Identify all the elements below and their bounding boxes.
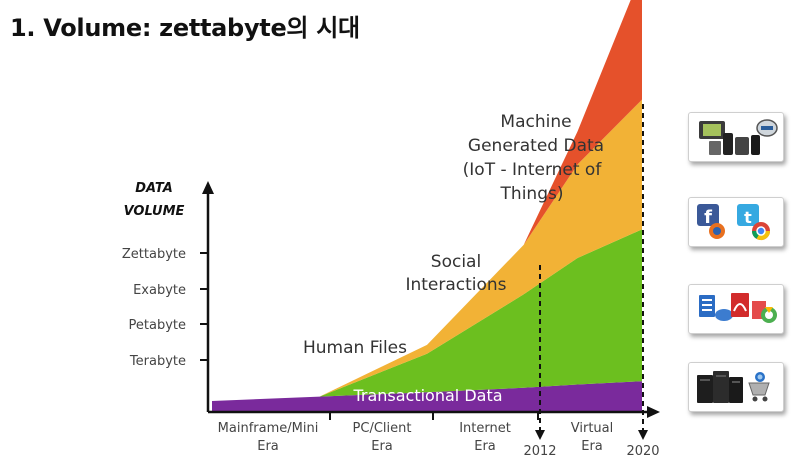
x-category-labels: Mainframe/Mini Era PC/Client Era Internet Era…	[218, 421, 614, 454]
x-category-label: Virtual	[571, 421, 613, 436]
svg-text:t: t	[744, 208, 752, 227]
page-title: 1. Volume: zettabyte의 시대	[10, 14, 360, 42]
y-tick-label: Exabyte	[133, 283, 186, 298]
area-social-interactions	[212, 99, 642, 401]
servers-icon	[688, 362, 784, 412]
svg-text:f: f	[704, 207, 712, 228]
social-media-icon: f t	[688, 197, 784, 247]
x-category-label-line2: Era	[581, 439, 603, 454]
y-axis-arrow	[202, 181, 214, 194]
y-ticks: Terabyte Petabyte Exabyte Zettabyte	[122, 247, 208, 369]
x-axis-arrow	[647, 406, 660, 418]
x-category-label-line2: Era	[257, 439, 279, 454]
area-human-files	[212, 229, 642, 401]
y-tick-label: Terabyte	[129, 354, 186, 369]
x-ticks	[329, 412, 539, 420]
label-human-files: Human Files	[303, 338, 407, 358]
year-marker-label: 2020	[626, 444, 659, 459]
y-axis-label-line1: DATA	[135, 181, 173, 196]
year-marker-arrow	[638, 430, 648, 440]
x-category-label: Mainframe/Mini	[218, 421, 319, 436]
label-social-line1: Social	[431, 252, 481, 272]
label-transactional-data: Transactional Data	[352, 386, 502, 405]
year-markers: 2012 2020	[523, 104, 660, 459]
area-transactional-data	[212, 381, 642, 412]
y-tick-label: Petabyte	[129, 318, 186, 333]
label-machine-line4: Things)	[500, 184, 564, 204]
label-machine-line1: Machine	[500, 112, 571, 132]
year-marker-arrow	[535, 430, 545, 440]
y-axis-label-line2: VOLUME	[124, 204, 185, 219]
y-tick-label: Zettabyte	[122, 247, 186, 262]
label-machine-line2: Generated Data	[468, 136, 604, 156]
label-machine-line3: (IoT - Internet of	[463, 160, 603, 180]
x-category-label: PC/Client	[353, 421, 412, 436]
documents-icon	[688, 284, 784, 334]
year-marker-label: 2012	[523, 444, 556, 459]
x-category-label-line2: Era	[371, 439, 393, 454]
label-social-line2: Interactions	[405, 275, 506, 295]
x-category-label-line2: Era	[474, 439, 496, 454]
chart-areas	[212, 0, 642, 412]
devices-icon	[688, 112, 784, 162]
x-category-label: Internet	[459, 421, 511, 436]
